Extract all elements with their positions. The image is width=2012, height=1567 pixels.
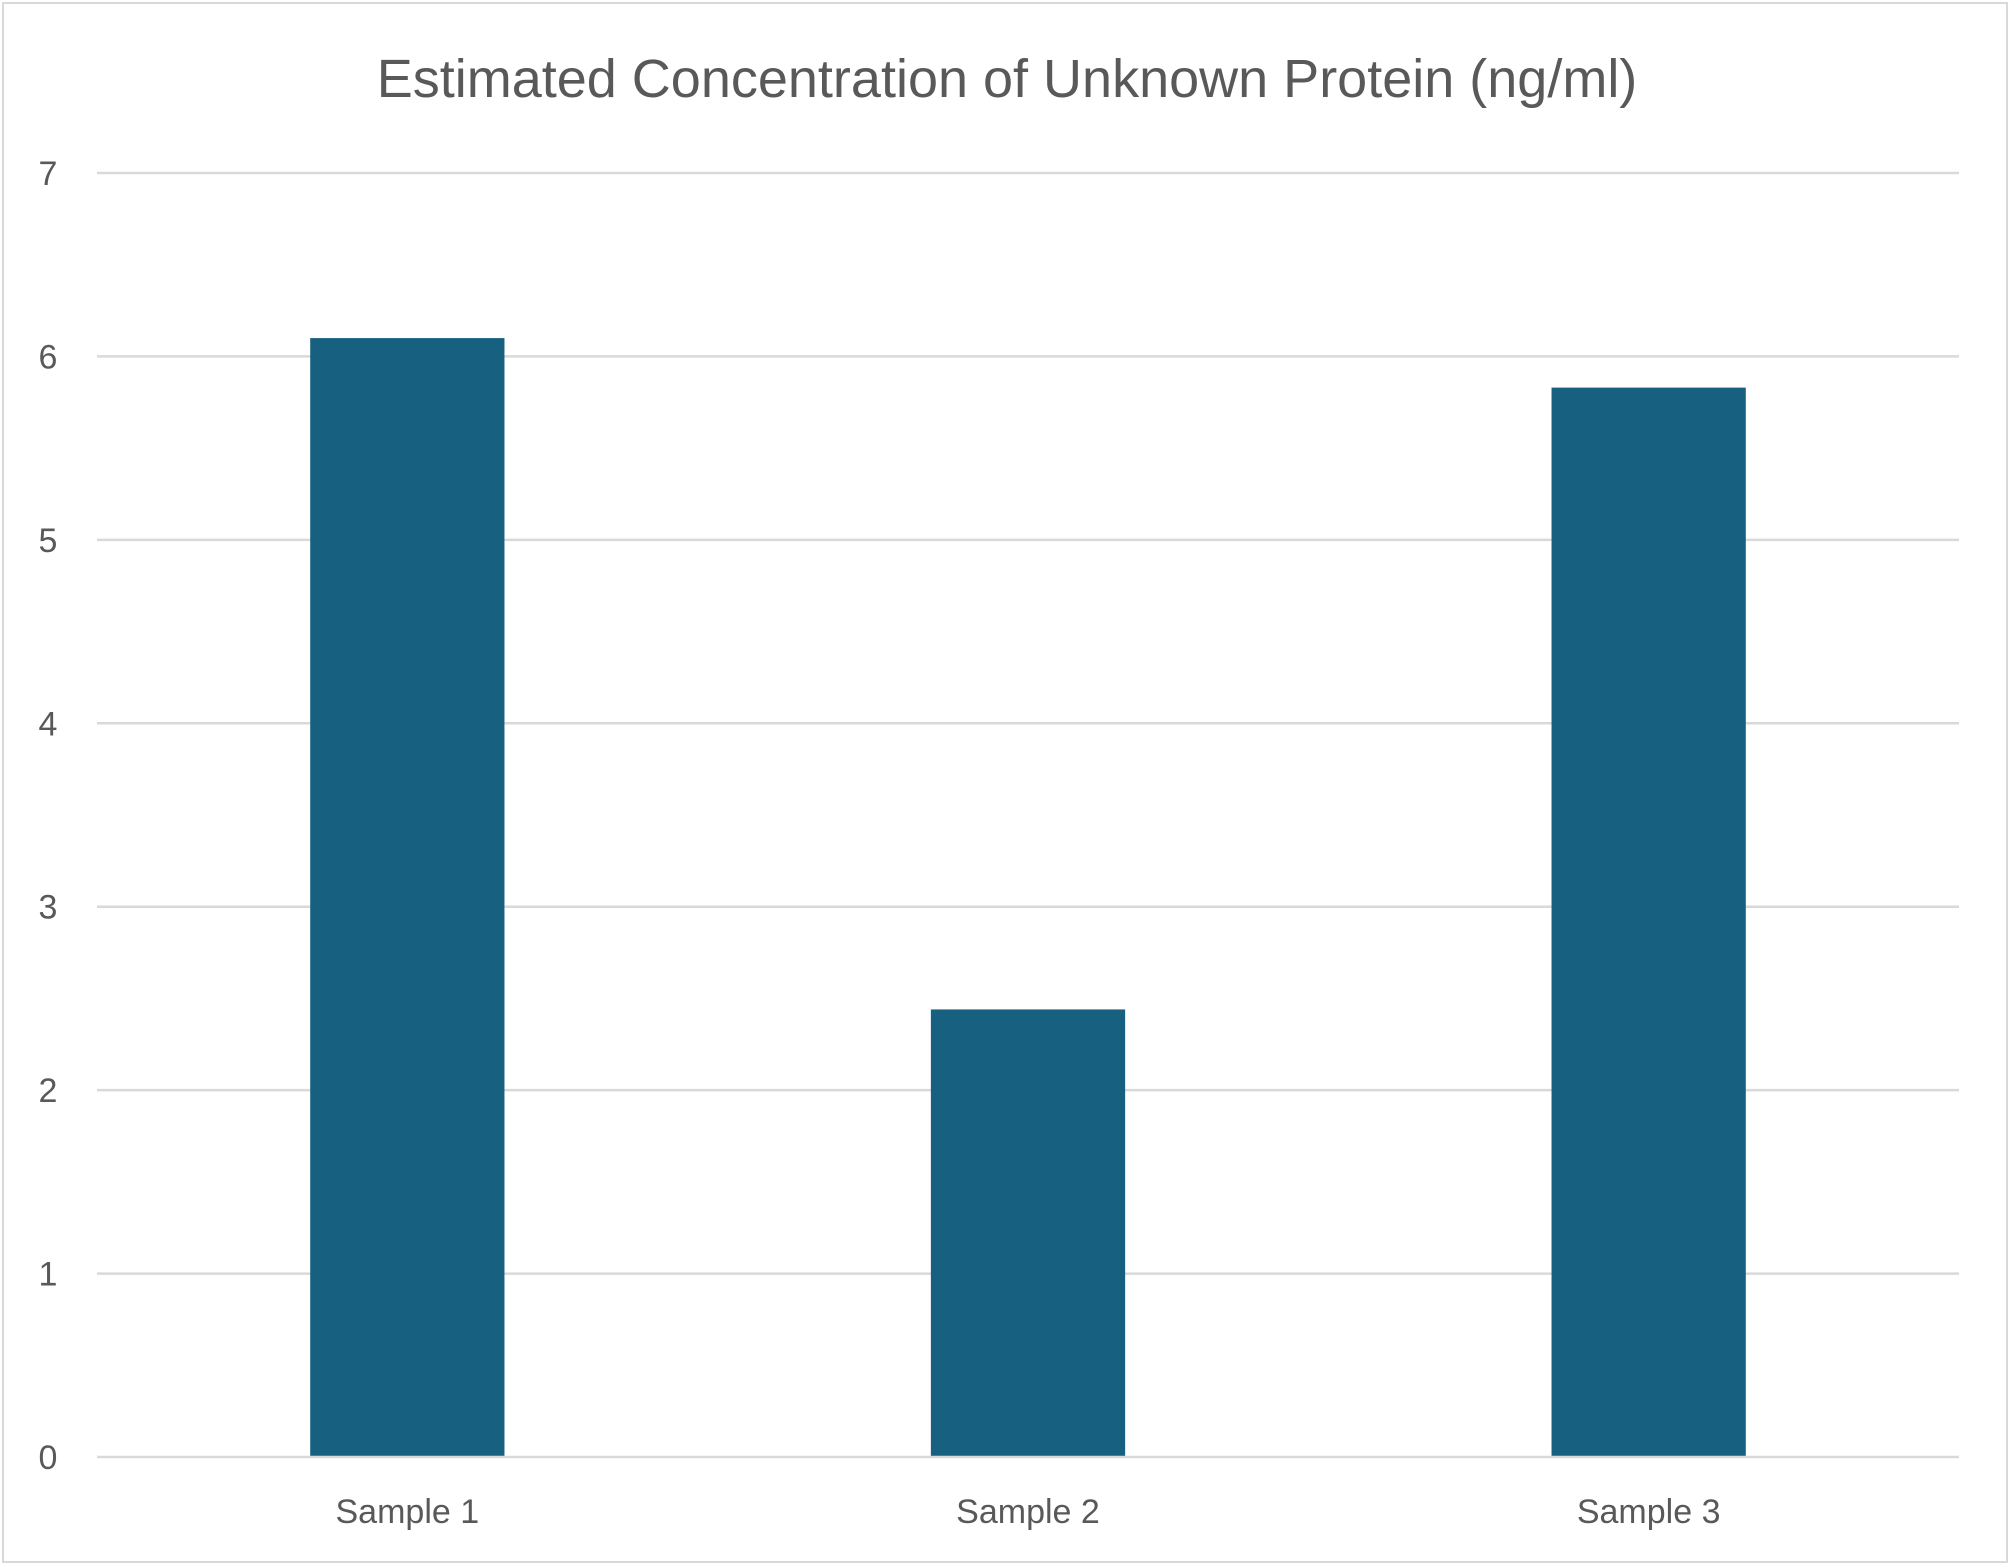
chart-title: Estimated Concentration of Unknown Prote… [377,49,1638,109]
x-tick-label: Sample 1 [336,1493,480,1531]
y-tick-label: 7 [39,155,58,193]
bars [310,338,1746,1458]
x-tick-label: Sample 3 [1577,1493,1721,1531]
y-tick-label: 6 [39,338,58,376]
y-tick-label: 4 [39,705,58,743]
y-tick-label: 1 [39,1256,58,1294]
bar-sample-1 [310,338,505,1458]
y-tick-label: 0 [39,1439,58,1477]
y-axis-tick-labels: 0 1 2 3 4 5 6 7 [39,155,58,1477]
chart: Estimated Concentration of Unknown Prote… [39,49,1959,1531]
x-tick-label: Sample 2 [956,1493,1100,1531]
y-tick-label: 3 [39,889,58,927]
y-tick-label: 2 [39,1072,58,1110]
bar-sample-2 [930,1009,1126,1457]
bar-sample-3 [1551,387,1746,1457]
y-tick-label: 5 [39,522,58,560]
x-axis-tick-labels: Sample 1 Sample 2 Sample 3 [336,1493,1721,1531]
